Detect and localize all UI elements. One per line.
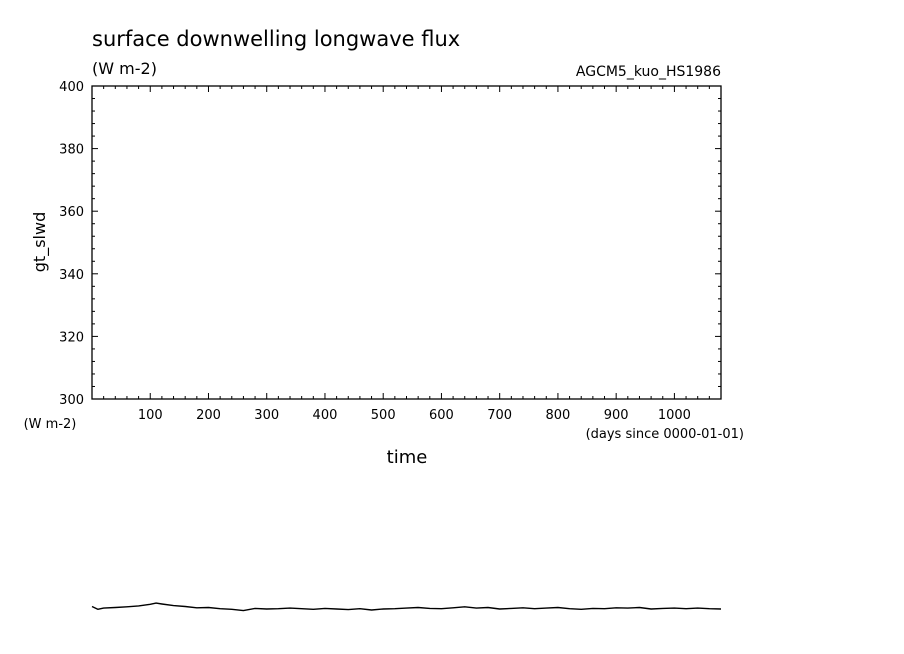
- x-tick-label: 400: [313, 408, 338, 423]
- x-ticks: [103, 86, 710, 399]
- x-tick-label: 700: [487, 408, 512, 423]
- y-tick-label: 400: [59, 80, 84, 95]
- y-axis-label: gt_slwd: [30, 212, 50, 272]
- y-tick-label: 300: [59, 393, 84, 408]
- y-tick-label: 320: [59, 330, 84, 345]
- y-ticks: [92, 98, 721, 387]
- x-tick-label: 1000: [658, 408, 691, 423]
- y-axis-units: (W m-2): [24, 417, 77, 432]
- y-tick-label: 360: [59, 205, 84, 220]
- x-tick-label: 100: [138, 408, 163, 423]
- run-label: AGCM5_kuo_HS1986: [576, 64, 721, 80]
- x-tick-labels: 100 200 300 400 500 600 700 800 900 1000: [138, 408, 691, 423]
- series-line-0: [91, 602, 722, 612]
- x-tick-label: 900: [604, 408, 629, 423]
- x-tick-label: 200: [196, 408, 221, 423]
- y-tick-label: 340: [59, 268, 84, 283]
- y-tick-label: 380: [59, 143, 84, 158]
- x-tick-label: 600: [429, 408, 454, 423]
- series-layer: [91, 602, 722, 612]
- plot-frame: [91, 85, 722, 400]
- x-tick-label: 300: [254, 408, 279, 423]
- x-axis-units: (days since 0000-01-01): [586, 427, 744, 442]
- x-tick-label: 800: [546, 408, 571, 423]
- x-tick-label: 500: [371, 408, 396, 423]
- chart-title: surface downwelling longwave flux: [92, 27, 460, 51]
- x-axis-label: time: [387, 447, 428, 468]
- y-tick-labels: 300 320 340 360 380 400: [59, 80, 84, 408]
- title-units: (W m-2): [92, 59, 157, 78]
